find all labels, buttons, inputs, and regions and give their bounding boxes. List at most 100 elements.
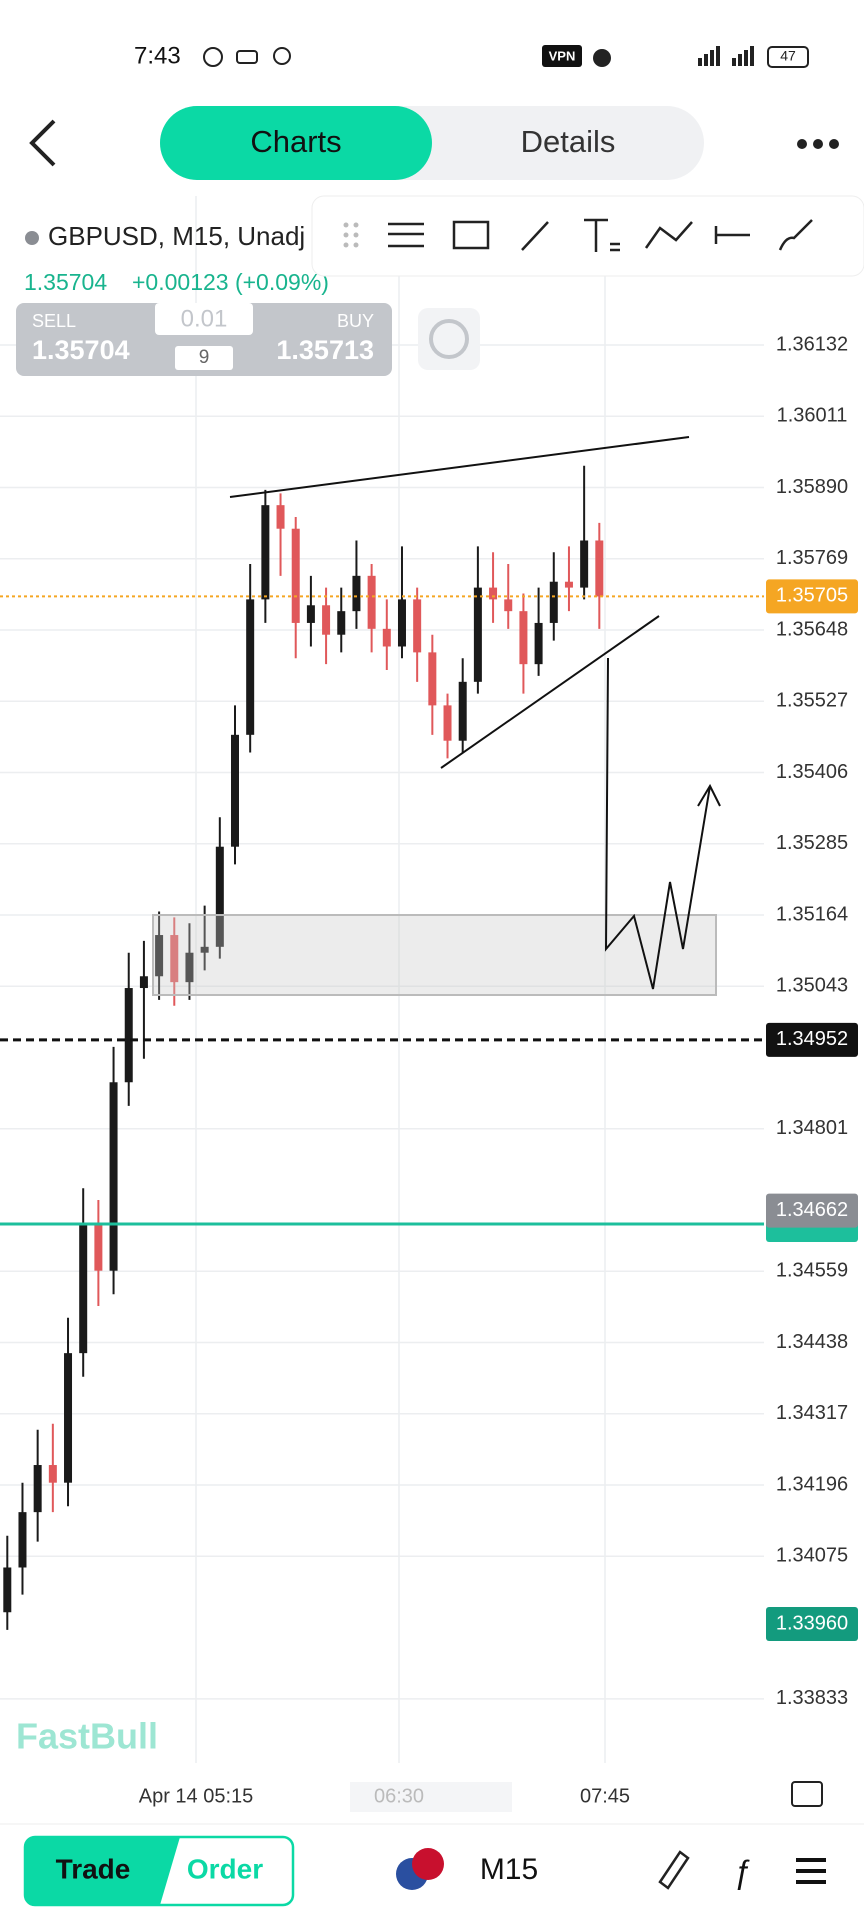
candle-body xyxy=(534,622,543,665)
back-button[interactable] xyxy=(29,119,56,167)
candle-body xyxy=(64,1353,73,1483)
candle-body xyxy=(155,935,164,977)
spread-value: 9 xyxy=(199,347,210,368)
x-tick-label: Apr 14 05:15 xyxy=(139,1785,254,1807)
y-tick-label: 1.35406 xyxy=(776,761,848,783)
candle-body xyxy=(322,605,331,635)
order-button[interactable]: Order xyxy=(187,1853,263,1884)
projection-path xyxy=(604,657,711,990)
candle-body xyxy=(185,952,194,983)
candle-body xyxy=(306,605,315,623)
y-tick-label: 1.33833 xyxy=(776,1687,848,1709)
candle-body xyxy=(337,611,346,635)
price-badge xyxy=(766,1607,858,1642)
plot-area: 1.36132 1.36011 1.35890 1.35769 1.35648 1.355… xyxy=(0,196,848,1763)
draw-tool-button[interactable] xyxy=(658,1850,690,1890)
candle-body xyxy=(519,611,528,665)
y-tick-label: 1.36011 xyxy=(777,405,848,427)
candle-body xyxy=(473,587,482,682)
price-badge xyxy=(766,1193,858,1228)
tab-charts[interactable]: Charts xyxy=(250,124,341,159)
candle-body xyxy=(564,581,573,588)
status-time: 7:43 xyxy=(134,42,181,69)
candle-body xyxy=(413,599,422,653)
candle-body xyxy=(18,1512,27,1568)
overlay: 1.35705 1.34952 1.34662 1.33960 xyxy=(0,579,858,1642)
candle-body xyxy=(94,1223,103,1271)
quote-change: +0.00123 (+0.09%) xyxy=(132,269,329,295)
x-cursor-box xyxy=(350,1782,512,1812)
candle-body xyxy=(489,587,498,600)
spread-box xyxy=(175,346,233,370)
drawing-toolbar xyxy=(311,195,864,277)
tab-active[interactable] xyxy=(160,106,432,180)
candle-body xyxy=(3,1567,12,1613)
y-tick-label: 1.35527 xyxy=(776,690,848,712)
candle-body xyxy=(504,599,513,612)
flag-us xyxy=(412,1848,444,1880)
y-tick-label: 1.34559 xyxy=(776,1260,848,1282)
battery-level: 47 xyxy=(780,48,796,64)
price-badge-label: 1.33960 xyxy=(776,1612,848,1634)
quote-price: 1.35704 xyxy=(24,269,107,295)
candle-body xyxy=(246,599,255,735)
replay-button[interactable] xyxy=(418,308,480,370)
sell-price[interactable]: 1.35704 xyxy=(32,335,130,365)
candle-body xyxy=(139,976,148,989)
candle-body xyxy=(261,505,270,600)
candle-body xyxy=(170,935,179,983)
candle-body xyxy=(595,540,604,597)
candle-body xyxy=(428,652,437,706)
y-tick-label: 1.34075 xyxy=(776,1545,848,1567)
candle-body xyxy=(580,540,589,588)
lot-input[interactable] xyxy=(155,303,253,335)
status-icons xyxy=(203,47,291,67)
y-tick-label: 1.34196 xyxy=(776,1473,848,1495)
x-tick-label: 06:30 xyxy=(374,1785,424,1807)
price-badge-label: 1.34952 xyxy=(776,1028,848,1050)
lot-value[interactable]: 0.01 xyxy=(181,305,228,332)
candle-body xyxy=(109,1082,118,1271)
screen-toggle[interactable] xyxy=(791,1781,823,1807)
trend-line xyxy=(440,615,660,769)
candle-body xyxy=(124,988,133,1083)
toolbar-icons[interactable] xyxy=(343,218,813,252)
timeframe[interactable]: M15 xyxy=(480,1853,538,1886)
candle-body xyxy=(549,581,558,623)
buy-price[interactable]: 1.35713 xyxy=(276,335,374,365)
y-tick-label: 1.34438 xyxy=(776,1331,848,1353)
y-tick-label: 1.34801 xyxy=(776,1117,848,1139)
y-tick-label: 1.35043 xyxy=(776,975,848,997)
candle-body xyxy=(200,946,209,953)
trade-panel xyxy=(16,303,392,376)
sell-label[interactable]: SELL xyxy=(32,311,76,331)
symbol-name[interactable]: GBPUSD, M15, Unadj xyxy=(48,221,305,251)
candle-body xyxy=(382,628,391,647)
menu-button[interactable] xyxy=(796,1858,826,1884)
user-drawings xyxy=(152,436,721,996)
y-tick-label: 1.35890 xyxy=(776,476,848,498)
tab-details[interactable]: Details xyxy=(521,124,616,159)
candle-body xyxy=(48,1465,57,1483)
trade-button[interactable]: Trade xyxy=(56,1853,131,1884)
y-tick-label: 1.35164 xyxy=(776,903,848,925)
candle-body xyxy=(458,681,467,741)
candle-body xyxy=(443,705,452,741)
trade-active[interactable] xyxy=(25,1837,180,1905)
price-badge-label: 1.34662 xyxy=(776,1199,848,1221)
buy-label[interactable]: BUY xyxy=(337,311,374,331)
indicator-button[interactable]: ƒ xyxy=(733,1853,751,1889)
x-tick-label: 07:45 xyxy=(580,1785,630,1807)
more-button[interactable] xyxy=(797,139,839,149)
candle-body xyxy=(33,1465,42,1513)
trend-line xyxy=(229,436,690,498)
y-tick-label: 1.34317 xyxy=(776,1402,848,1424)
y-tick-label: 1.35648 xyxy=(776,618,848,640)
price-badge xyxy=(766,1022,858,1057)
y-tick-label: 1.35285 xyxy=(776,832,848,854)
zone-box xyxy=(152,914,717,996)
y-tick-label: 1.36132 xyxy=(776,333,848,355)
vpn-badge xyxy=(542,45,582,67)
